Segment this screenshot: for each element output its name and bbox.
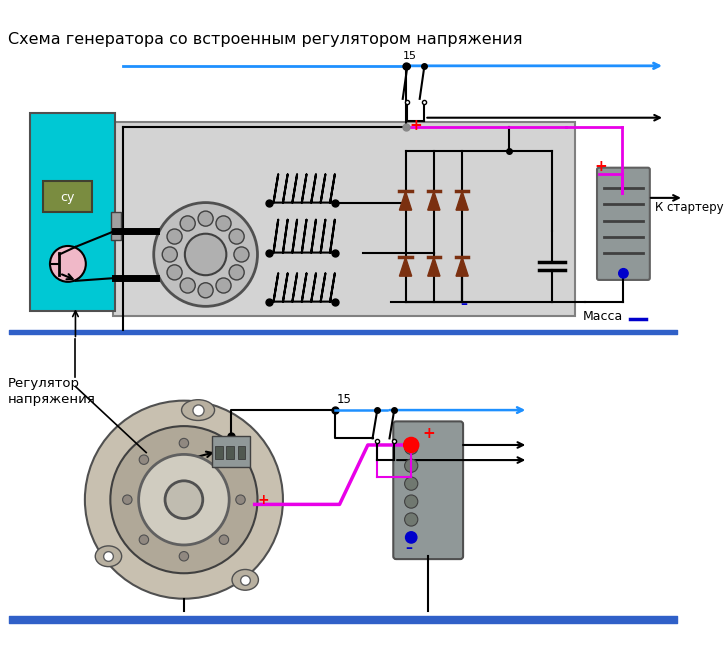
Text: –: – xyxy=(405,541,413,555)
Circle shape xyxy=(405,477,418,490)
FancyBboxPatch shape xyxy=(393,421,463,559)
Circle shape xyxy=(236,495,245,505)
Polygon shape xyxy=(400,258,411,276)
Bar xyxy=(226,446,234,459)
Circle shape xyxy=(162,247,178,262)
Text: Регулятор
напряжения: Регулятор напряжения xyxy=(7,377,95,406)
Text: +: + xyxy=(258,493,269,507)
Text: 15: 15 xyxy=(337,394,352,407)
Circle shape xyxy=(198,283,213,298)
Ellipse shape xyxy=(95,546,122,566)
Bar xyxy=(111,212,121,240)
Polygon shape xyxy=(456,258,468,276)
Bar xyxy=(215,446,223,459)
Bar xyxy=(44,181,92,212)
Circle shape xyxy=(167,265,182,280)
Circle shape xyxy=(405,513,418,526)
Circle shape xyxy=(405,442,418,455)
Circle shape xyxy=(619,269,628,278)
Polygon shape xyxy=(428,191,440,210)
Circle shape xyxy=(85,401,283,599)
Circle shape xyxy=(165,481,203,518)
Bar xyxy=(113,122,575,316)
Polygon shape xyxy=(456,191,468,210)
Circle shape xyxy=(180,216,195,231)
Circle shape xyxy=(198,211,213,226)
Bar xyxy=(212,436,250,466)
Bar xyxy=(30,113,115,311)
Circle shape xyxy=(405,459,418,472)
Text: +: + xyxy=(594,160,607,175)
Circle shape xyxy=(219,455,229,464)
Text: Масса: Масса xyxy=(583,311,623,323)
Circle shape xyxy=(122,495,132,505)
Ellipse shape xyxy=(232,570,258,590)
Circle shape xyxy=(138,455,229,545)
Circle shape xyxy=(234,247,249,262)
Circle shape xyxy=(167,229,182,244)
Circle shape xyxy=(139,535,149,545)
Circle shape xyxy=(139,455,149,464)
Circle shape xyxy=(154,202,258,306)
FancyBboxPatch shape xyxy=(597,168,650,280)
Text: су: су xyxy=(60,191,75,204)
Circle shape xyxy=(179,438,189,448)
Circle shape xyxy=(405,532,417,543)
Circle shape xyxy=(50,246,86,282)
Circle shape xyxy=(403,438,419,453)
Text: –: – xyxy=(461,297,467,311)
Text: К стартеру: К стартеру xyxy=(655,201,724,214)
Text: +: + xyxy=(422,426,435,442)
Text: 15: 15 xyxy=(403,51,416,61)
Circle shape xyxy=(111,426,258,574)
Ellipse shape xyxy=(181,399,215,420)
Circle shape xyxy=(229,265,244,280)
Circle shape xyxy=(180,278,195,293)
Circle shape xyxy=(405,495,418,508)
Circle shape xyxy=(216,216,231,231)
Circle shape xyxy=(179,552,189,561)
Bar xyxy=(237,446,245,459)
Text: +: + xyxy=(409,118,422,133)
Polygon shape xyxy=(428,258,440,276)
Circle shape xyxy=(219,535,229,545)
Polygon shape xyxy=(400,191,411,210)
Text: Схема генератора со встроенным регулятором напряжения: Схема генератора со встроенным регулятор… xyxy=(7,32,522,47)
Circle shape xyxy=(229,229,244,244)
Circle shape xyxy=(185,234,226,275)
Circle shape xyxy=(216,278,231,293)
